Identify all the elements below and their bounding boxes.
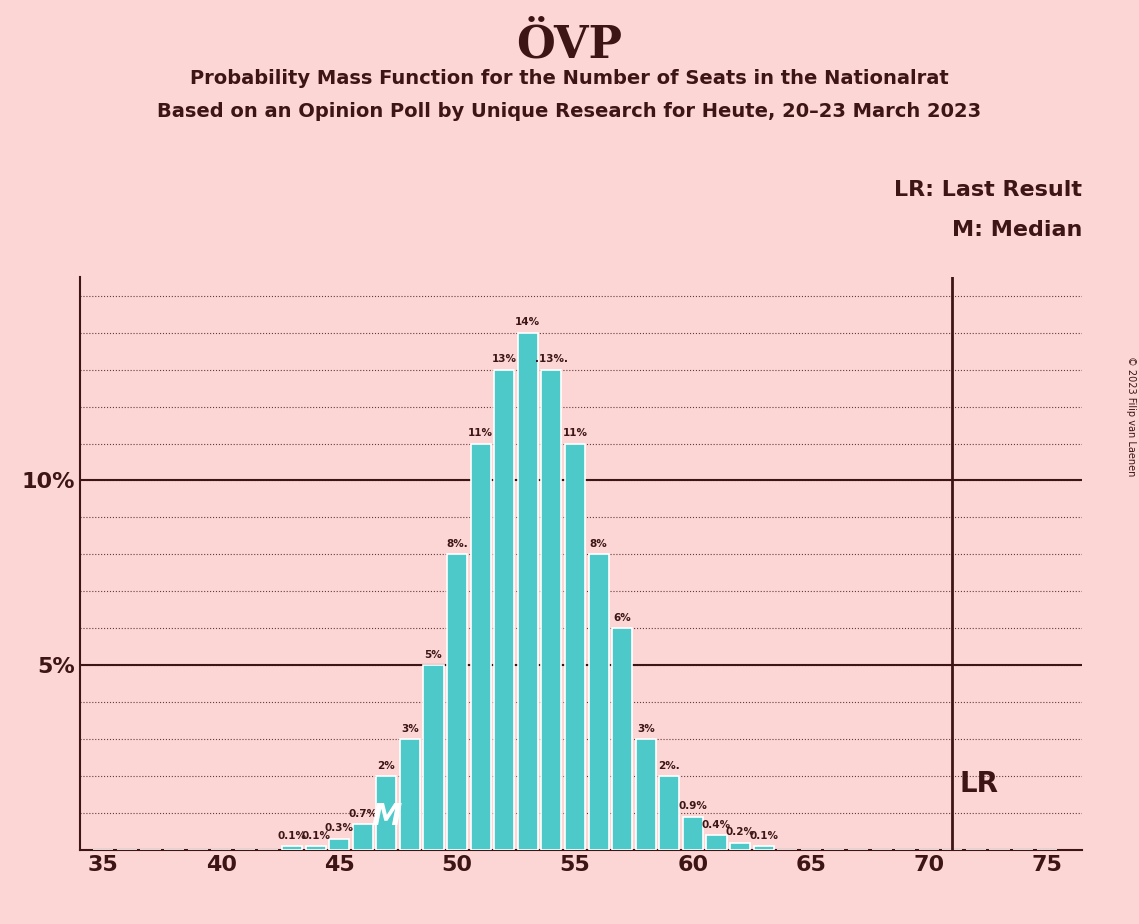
Text: © 2023 Filip van Laenen: © 2023 Filip van Laenen [1126,356,1136,476]
Bar [329,839,350,850]
Bar [353,824,372,850]
Bar [659,776,679,850]
Text: 8%: 8% [590,539,607,549]
Bar [683,817,703,850]
Text: LR: Last Result: LR: Last Result [894,180,1082,200]
Text: 8%.: 8%. [446,539,468,549]
Bar [470,444,491,850]
Text: 3%: 3% [401,723,419,734]
Text: 6%: 6% [613,613,631,623]
Bar [730,843,751,850]
Bar [636,739,656,850]
Text: 0.7%: 0.7% [349,808,377,819]
Text: 0.9%: 0.9% [679,801,707,811]
Bar [754,846,773,850]
Bar [446,554,467,850]
Text: ÖVP: ÖVP [516,23,623,67]
Text: 0.1%: 0.1% [749,831,778,841]
Text: 5%: 5% [425,650,442,660]
Bar [541,370,562,850]
Bar [282,846,302,850]
Text: 2%.: 2%. [658,760,680,771]
Bar [376,776,396,850]
Text: M: M [371,802,402,832]
Text: Based on an Opinion Poll by Unique Research for Heute, 20–23 March 2023: Based on an Opinion Poll by Unique Resea… [157,102,982,121]
Text: .13%.: .13%. [535,354,568,364]
Text: 11%: 11% [563,428,588,438]
Text: 3%: 3% [637,723,655,734]
Text: Probability Mass Function for the Number of Seats in the Nationalrat: Probability Mass Function for the Number… [190,69,949,89]
Text: 11%: 11% [468,428,493,438]
Text: 13%: 13% [492,354,517,364]
Bar [494,370,515,850]
Bar [565,444,585,850]
Text: 0.1%: 0.1% [301,831,330,841]
Bar [706,835,727,850]
Text: 14%: 14% [515,317,540,327]
Bar [400,739,420,850]
Text: 0.4%: 0.4% [702,820,731,830]
Text: 0.2%: 0.2% [726,827,754,837]
Text: LR: LR [959,770,999,797]
Text: 2%: 2% [377,760,395,771]
Bar [612,628,632,850]
Bar [424,665,443,850]
Text: 0.3%: 0.3% [325,823,353,833]
Text: 0.1%: 0.1% [278,831,306,841]
Text: M: Median: M: Median [952,220,1082,240]
Bar [305,846,326,850]
Bar [518,333,538,850]
Bar [589,554,608,850]
